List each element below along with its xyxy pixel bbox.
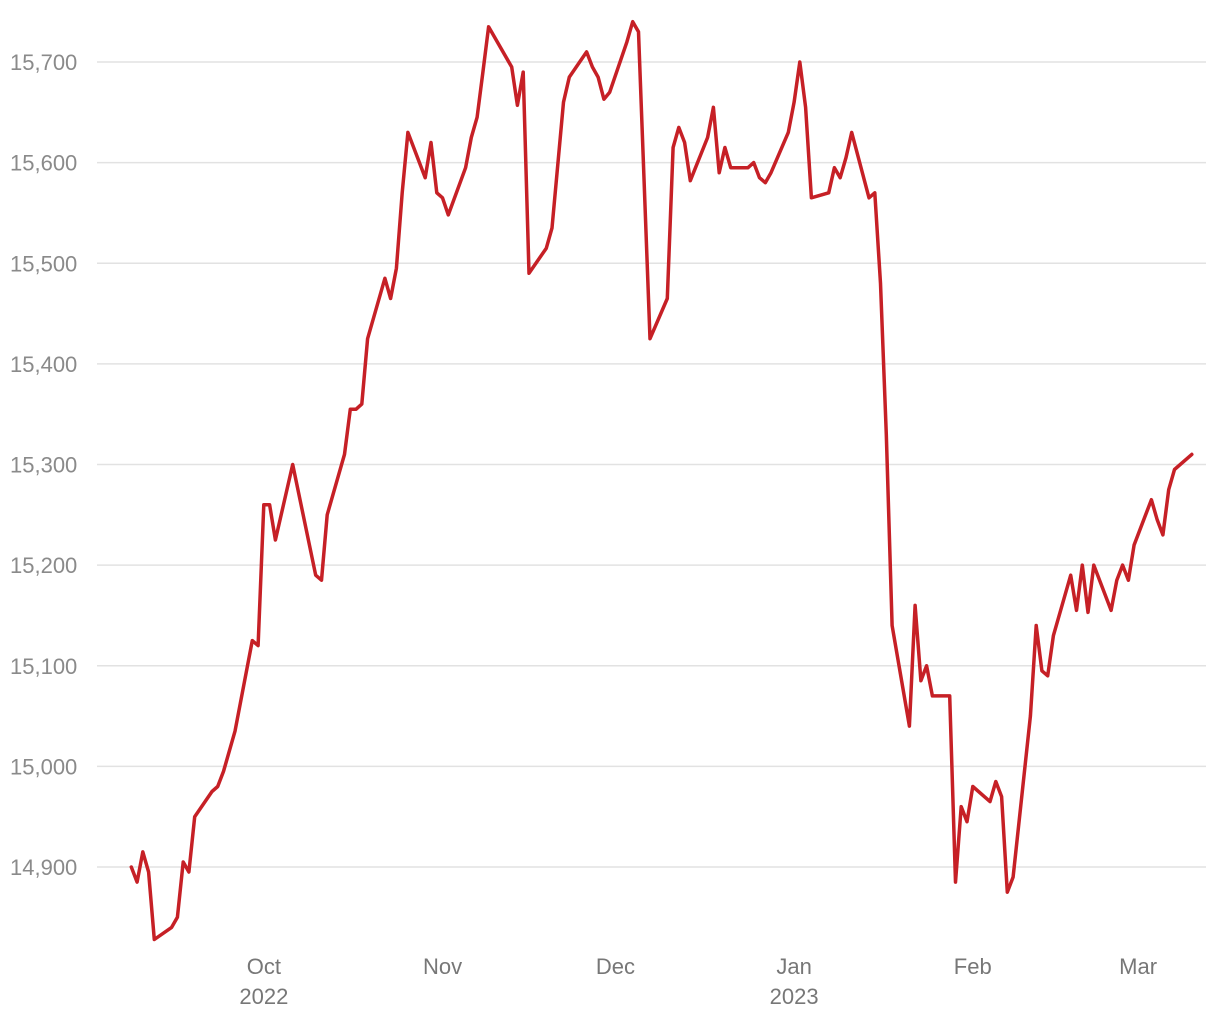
y-tick-label: 15,700	[10, 50, 77, 75]
x-tick-label-month: Jan	[776, 954, 811, 979]
y-tick-label: 15,200	[10, 553, 77, 578]
x-tick-label-month: Feb	[954, 954, 992, 979]
y-axis-tick-labels: 14,900 15,000 15,100 15,200 15,300 15,400 15,5…	[10, 50, 77, 880]
x-tick-label-year: 2023	[770, 984, 819, 1009]
y-tick-label: 15,600	[10, 151, 77, 176]
series-layer	[129, 19, 1194, 942]
y-tick-label: 15,300	[10, 453, 77, 478]
x-tick-label-month: Oct	[247, 954, 281, 979]
x-axis-tick-labels: Oct 2022 Nov Dec Jan 2023 Feb Mar	[239, 954, 1157, 1009]
series-line	[129, 19, 1194, 942]
x-tick-label-month: Dec	[596, 954, 635, 979]
y-tick-label: 15,400	[10, 352, 77, 377]
y-tick-label: 15,500	[10, 251, 77, 276]
y-tick-label: 15,000	[10, 754, 77, 779]
y-gridlines	[97, 61, 1206, 868]
y-tick-label: 14,900	[10, 855, 77, 880]
x-tick-label-month: Mar	[1119, 954, 1157, 979]
x-tick-label-year: 2022	[239, 984, 288, 1009]
x-tick-label-month: Nov	[423, 954, 462, 979]
y-tick-label: 15,100	[10, 654, 77, 679]
